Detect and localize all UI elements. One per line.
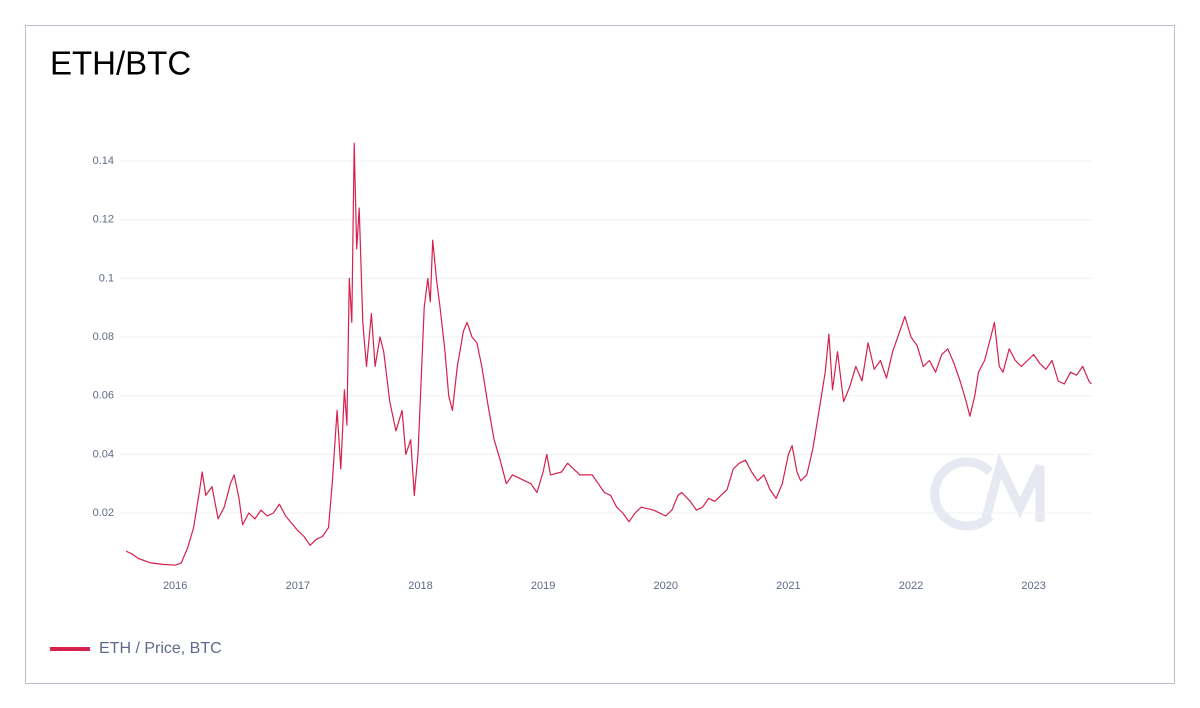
- watermark-c: [930, 457, 994, 531]
- x-tick-label: 2018: [408, 580, 432, 592]
- chart-frame: [25, 25, 1175, 684]
- y-tick-label: 0.1: [99, 272, 114, 284]
- y-tick-label: 0.06: [93, 390, 114, 402]
- x-tick-label: 2020: [654, 580, 678, 592]
- y-tick-label: 0.02: [93, 507, 114, 519]
- y-tick-label: 0.12: [93, 214, 114, 226]
- x-tick-label: 2023: [1021, 580, 1045, 592]
- chart-title: ETH/BTC: [50, 45, 191, 82]
- y-tick-label: 0.14: [93, 155, 114, 167]
- watermark-m: [980, 453, 1045, 524]
- watermark: [930, 453, 1045, 531]
- x-tick-label: 2022: [899, 580, 923, 592]
- x-tick-label: 2019: [531, 580, 555, 592]
- x-tick-label: 2016: [163, 580, 187, 592]
- legend-label: ETH / Price, BTC: [99, 640, 222, 657]
- x-tick-label: 2021: [776, 580, 800, 592]
- y-tick-label: 0.04: [93, 448, 114, 460]
- x-tick-label: 2017: [286, 580, 310, 592]
- y-tick-label: 0.08: [93, 331, 114, 343]
- data-line: [125, 142, 1092, 566]
